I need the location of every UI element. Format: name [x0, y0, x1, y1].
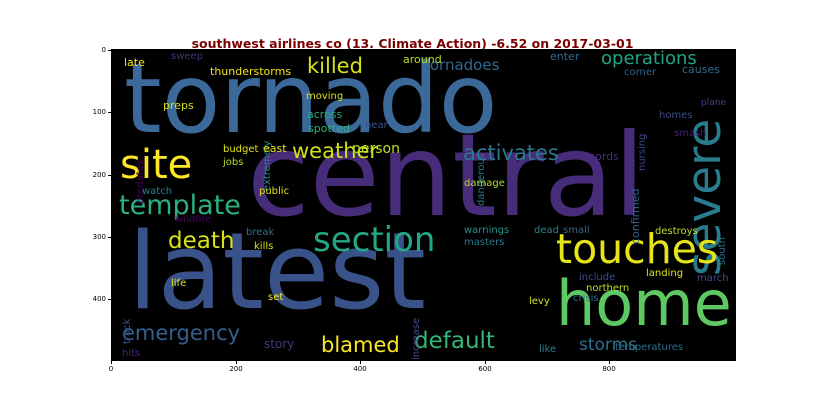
word-touches: touches [556, 225, 719, 273]
word-budget: budget [223, 144, 259, 155]
word-tornado: tornado [124, 49, 498, 155]
word-northern: northern [586, 283, 630, 294]
word-corner: corner [624, 67, 657, 78]
word-home: home [556, 267, 732, 340]
x-tick-mark [485, 361, 486, 364]
y-tick-label: 400 [92, 295, 106, 303]
y-tick-mark [108, 299, 111, 300]
y-tick-label: 100 [92, 108, 106, 116]
word-death: death [168, 228, 235, 254]
word-warnings: warnings [464, 225, 510, 236]
x-tick-mark [609, 361, 610, 364]
word-person: person [352, 141, 400, 157]
word-masters: masters [464, 237, 505, 248]
word-east: east [263, 142, 287, 155]
wordcloud-canvas: tornado central latest home site severe touche… [111, 49, 736, 361]
word-around: around [403, 53, 442, 66]
word-moving: moving [306, 91, 344, 102]
word-life: life [171, 278, 187, 289]
word-public: public [259, 186, 290, 197]
y-tick-label: 0 [101, 46, 106, 54]
word-confirmed: confirmed [629, 188, 642, 244]
word-crisis: crisis [573, 293, 599, 304]
x-tick-label: 0 [108, 365, 114, 373]
chart-title: southwest airlines co (13. Climate Actio… [191, 36, 634, 51]
x-tick-label: 600 [478, 365, 492, 373]
x-tick-label: 800 [602, 365, 616, 373]
word-predates: predates [135, 159, 146, 204]
word-landing: landing [646, 268, 684, 279]
word-weather: weather [292, 139, 379, 163]
word-homes: homes [659, 110, 693, 121]
word-kills: kills [254, 241, 274, 252]
word-track: track [122, 318, 133, 344]
word-across: across [307, 108, 343, 121]
word-jobs: jobs [223, 157, 244, 168]
word-site: site [120, 142, 193, 188]
y-tick-label: 300 [92, 233, 106, 241]
word-activates: activates [463, 141, 559, 165]
word-tornadoes: tornadoes [424, 56, 500, 74]
word-thunderstorms: thunderstorms [210, 65, 292, 78]
x-tick-mark [360, 361, 361, 364]
word-include: include [579, 272, 616, 283]
x-tick-mark [111, 361, 112, 364]
word-wildfire: wildfire [175, 214, 212, 225]
word-nursing: nursing [637, 133, 648, 171]
word-storms: storms [579, 335, 638, 355]
word-watch: watch [142, 186, 173, 197]
word-causes: causes [682, 63, 720, 76]
word-operations: operations [601, 49, 697, 69]
word-levy: levy [529, 296, 550, 307]
word-plane: plane [701, 98, 726, 108]
word-damage: damage [464, 178, 505, 189]
x-tick-mark [236, 361, 237, 364]
y-tick-label: 200 [92, 171, 106, 179]
word-template: template [119, 190, 241, 221]
word-story: story [264, 337, 295, 351]
word-dead: dead [534, 225, 559, 236]
word-like: like [539, 344, 557, 355]
word-destroys: destroys [655, 226, 698, 237]
word-central: central [247, 109, 646, 242]
word-near: near [365, 120, 388, 131]
word-small: small [563, 225, 590, 236]
word-blamed: blamed [321, 333, 400, 357]
word-emergency: emergency [122, 321, 241, 345]
word-temperatures: temperatures [615, 342, 684, 353]
x-tick-label: 400 [353, 365, 367, 373]
word-late: late [124, 56, 145, 69]
word-killed: killed [307, 54, 363, 78]
word-enter: enter [550, 50, 580, 63]
word-latest: latest [128, 210, 426, 333]
word-preps: preps [163, 99, 194, 112]
word-smash: smash [674, 128, 707, 139]
word-south: south [717, 237, 728, 265]
y-tick-mark [108, 112, 111, 113]
x-tick-label: 200 [229, 365, 243, 373]
word-section: section [313, 220, 436, 260]
y-tick-mark [108, 50, 111, 51]
word-break: break [246, 227, 275, 238]
word-set: set [268, 292, 284, 303]
word-records: records [578, 150, 619, 163]
word-sweep: sweep [171, 51, 204, 62]
word-hits: hits [122, 348, 141, 359]
word-increase: increase [411, 317, 422, 360]
y-tick-mark [108, 237, 111, 238]
word-march: march [697, 273, 729, 284]
y-tick-mark [108, 175, 111, 176]
word-spotted: spotted [308, 122, 350, 135]
word-default: default [414, 328, 495, 354]
